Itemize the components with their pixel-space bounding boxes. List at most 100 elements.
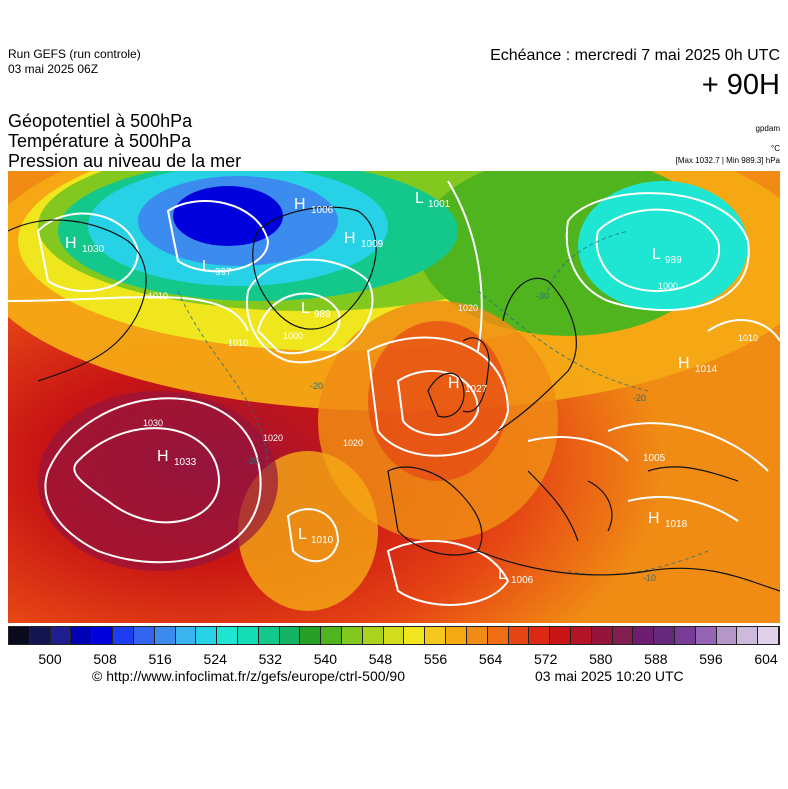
title-geopotential: Géopotentiel à 500hPa [8,111,193,131]
pressure-center-letter: H [157,448,169,465]
pressure-center-value: 1018 [665,519,688,530]
isobar [607,422,769,472]
isobar [707,319,780,342]
colorbar-tick-label: 516 [148,651,172,667]
pressure-center-value: 1014 [695,364,718,375]
unit-geopotential: gpdam [755,124,780,133]
pressure-center-letter: L [652,246,661,263]
canada-coast [8,219,147,382]
isobar [73,427,220,524]
isotherm [477,290,649,392]
colorbar-swatch [92,627,114,644]
colorbar-swatch [695,627,717,644]
colorbar-swatch [196,627,218,644]
pressure-center-value: 1006 [311,205,334,216]
isobar [286,508,340,563]
colorbar-swatch [113,627,134,644]
colorbar-tick-label: 532 [258,651,282,667]
turkey-coast [647,466,739,482]
pressure-center-letter: H [448,375,460,392]
isotherm-label: -20 [633,393,646,403]
colorbar-tick-label: 556 [423,651,448,667]
isobar-label: 1010 [738,333,758,343]
colorbar-swatch [362,627,384,644]
isotherms [177,230,709,576]
colorbar-swatch [591,627,613,644]
colorbar-swatch [425,627,447,644]
colorbar-tick-label: 572 [534,651,558,667]
generated-timestamp: 03 mai 2025 10:20 UTC [535,668,684,684]
colorbar-swatch [446,627,467,644]
pressure-center-letter: L [202,258,211,275]
isobar [386,540,510,606]
colorbar-swatch [342,627,363,644]
north-africa-coast [477,550,780,592]
isobar-label: 1020 [343,438,363,448]
colorbar-swatch [217,627,238,644]
colorbar-swatch [758,627,780,644]
isotherm [177,290,269,472]
pressure-center-value: 1005 [643,453,666,464]
ireland-coast [427,372,465,418]
iberia-coast [387,466,483,556]
echeance-label: Echéance : mercredi 7 mai 2025 0h UTC [490,47,780,64]
colorbar-swatch [716,627,738,644]
pressure-center-value: 989 [314,309,331,320]
colorbar-tick-label: 524 [203,651,227,667]
colorbar-swatch [133,627,155,644]
scandinavia-coast [497,277,577,432]
isobar [256,292,341,355]
colorbar-swatch [487,627,509,644]
pressure-center-value: 1006 [511,575,534,586]
field-maroon-atlantic [38,391,278,571]
isobar-label: 1020 [263,433,283,443]
pressure-center-value: 1027 [465,384,488,395]
colorbar-swatch [321,627,342,644]
colorbar-swatch [71,627,93,644]
colorbar-swatch [654,627,675,644]
colorbar-swatch [279,627,301,644]
colorbar-swatch [550,627,571,644]
colorbar-swatch [466,627,488,644]
weather-map: H 1030 L 997 H 1006 L 1001 H 1009 L 989 … [8,171,780,623]
isobar [366,336,510,457]
isotherm-label: -10 [643,573,656,583]
colorbar-swatch [633,627,655,644]
colorbar-tick-label: 540 [313,651,338,667]
colorbar-swatch [258,627,280,644]
colorbar-swatch [237,627,259,644]
run-date: 03 mai 2025 06Z [8,62,99,76]
colorbar-swatch [154,627,176,644]
colorbar-swatch [529,627,551,644]
colorbar-swatch [570,627,592,644]
isobars [8,180,780,606]
isobar-label: 1010 [148,291,168,301]
colorbar-swatch [737,627,759,644]
italy-coast [527,470,579,542]
colorbar-swatch [383,627,405,644]
field-cyan-low-east [578,181,748,311]
isobar [447,180,483,352]
pressure-center-letter: L [415,190,424,207]
isobar-label: 1000 [658,281,678,291]
unit-temperature: °C [771,144,780,153]
pressure-center-value: 1010 [311,535,334,546]
isobar-label: 1000 [283,331,303,341]
pressure-center-value: 989 [665,255,682,266]
colorbar-tick-label: 508 [93,651,117,667]
pressure-centers: H 1030 L 997 H 1006 L 1001 H 1009 L 989 … [65,190,718,586]
colorbar-swatch [300,627,322,644]
colorbar-tick-label: 564 [478,651,503,667]
pressure-center-letter: H [344,230,356,247]
isobar [44,397,262,564]
source-url: © http://www.infoclimat.fr/z/gefs/europe… [92,668,406,684]
colorbar-swatch [612,627,634,644]
pressure-center-letter: L [301,300,310,317]
isotherm-label: -20 [310,381,323,391]
colorbar-swatch [9,627,30,644]
isobar-label: 1020 [458,303,478,313]
isobar [8,296,249,332]
coastlines [8,206,780,592]
isotherm-labels: -20 -20 -10 -20 -30 [246,291,656,583]
colorbar-tick-label: 596 [699,651,723,667]
